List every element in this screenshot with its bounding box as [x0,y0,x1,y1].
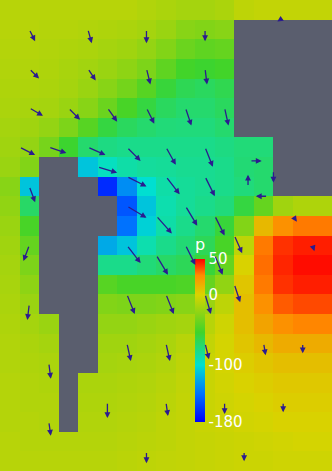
svg-text:50: 50 [209,250,228,268]
svg-text:-100: -100 [209,356,243,374]
svg-text:-180: -180 [209,413,243,431]
svg-text:p: p [195,235,205,254]
svg-text:0: 0 [209,286,219,304]
